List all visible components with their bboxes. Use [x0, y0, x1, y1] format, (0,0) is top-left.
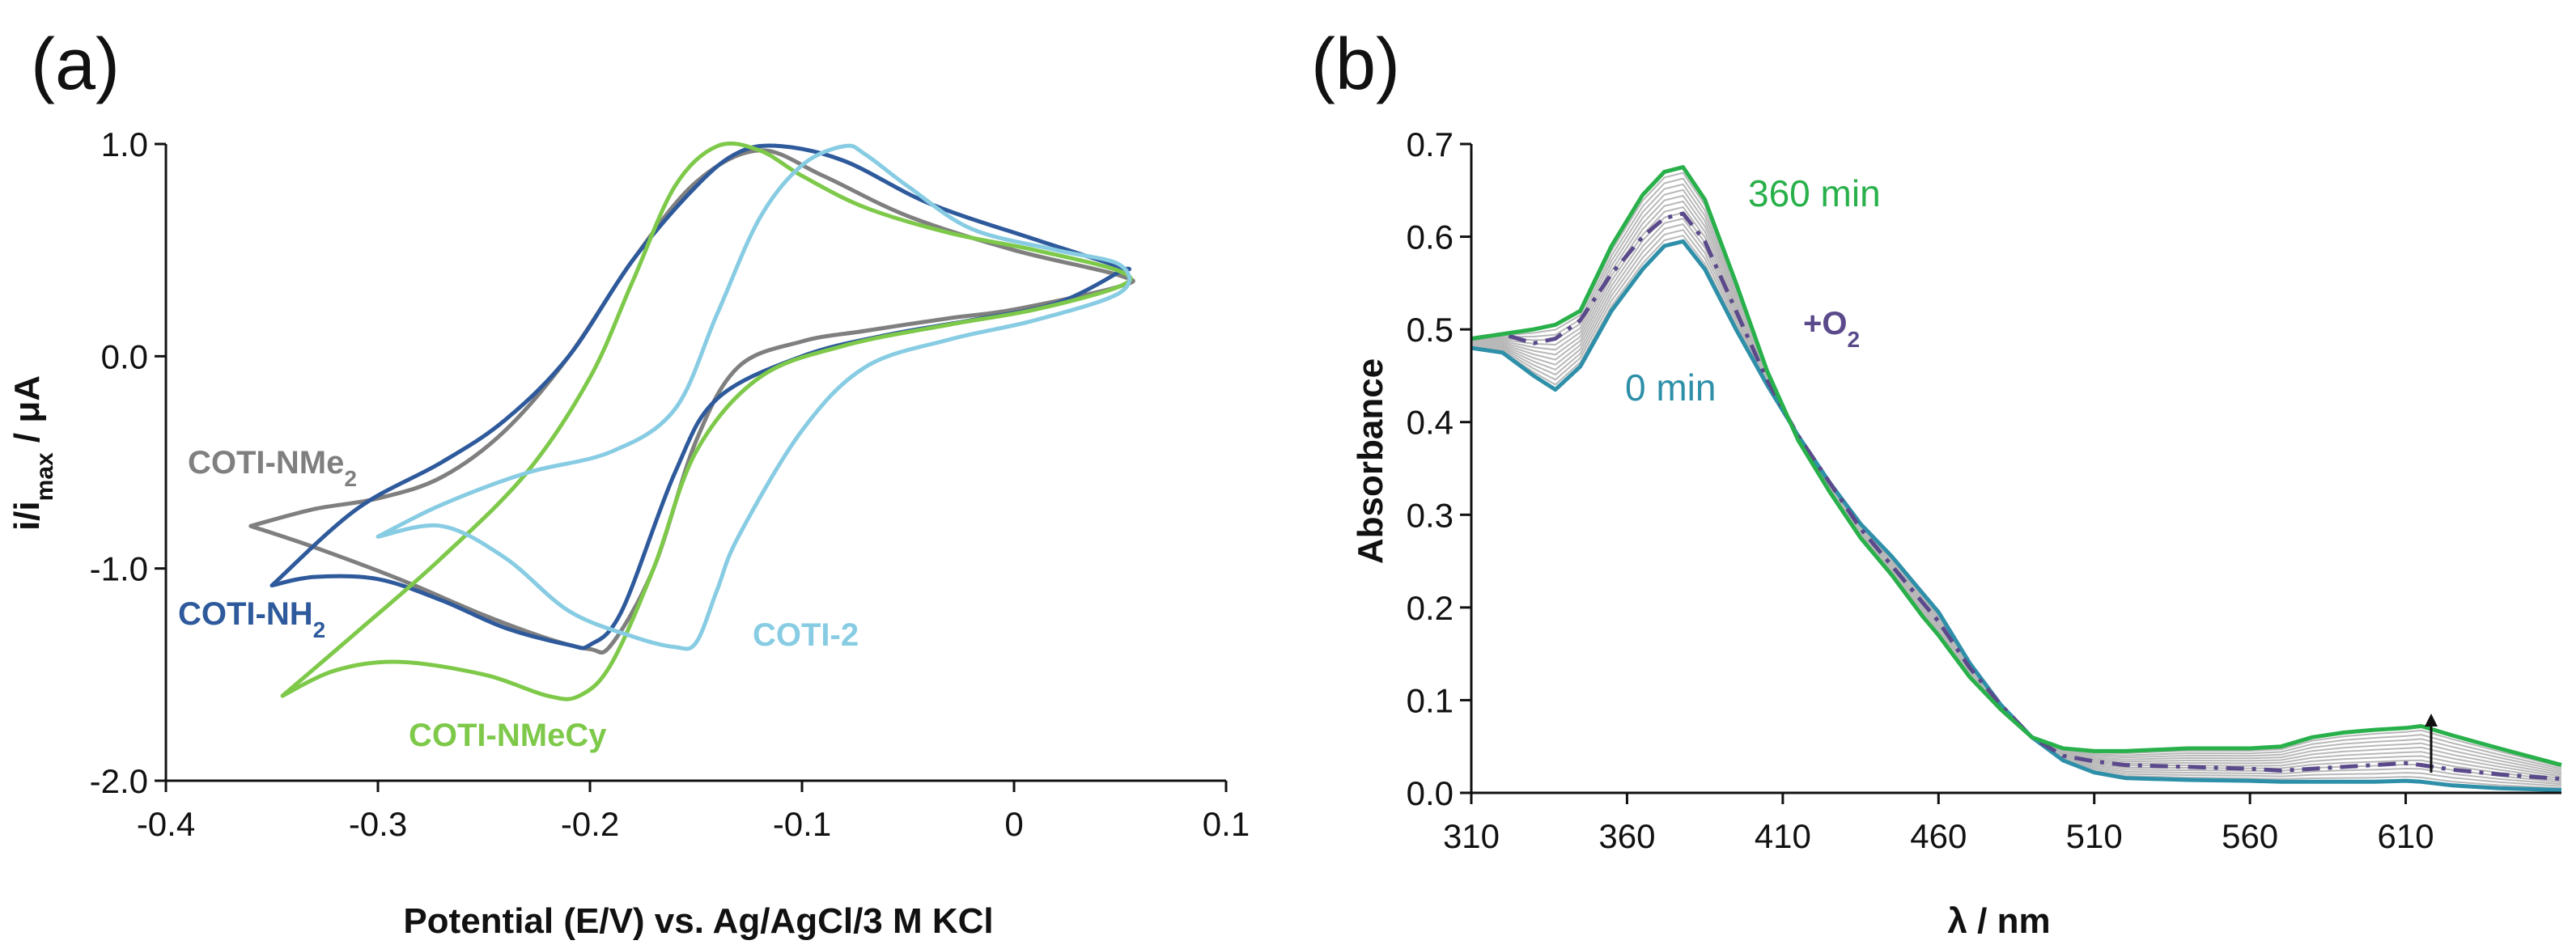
panel-b-x-axis-title: λ / nm — [1947, 901, 2050, 941]
panel-a-y-tick-label: -2.0 — [90, 762, 148, 800]
spectrum-360-min — [1470, 165, 2562, 768]
grey-trace — [1470, 200, 2562, 777]
panel-b-y-tick-label: 0.1 — [1407, 681, 1454, 719]
spectrum-0-min — [1470, 239, 2562, 793]
panel-b-ticks: 310 360 410 460 510 560 610 0.7 0.6 0.5 0.4 0.3 0.2 0… — [1407, 125, 2434, 855]
grey-trace — [1470, 229, 2562, 787]
panel-b-y-axis-title: Absorbance — [1351, 358, 1390, 564]
grey-trace — [1470, 194, 2562, 776]
panel-a-x-tick-label: -0.4 — [137, 805, 195, 843]
grey-trace — [1470, 205, 2562, 780]
panel-b-label: (b) — [1311, 24, 1400, 105]
label-coti-nh2: COTI-NH2 — [178, 596, 325, 642]
panel-b-y-tick-label: 0.3 — [1407, 496, 1454, 534]
panel-b-x-tick-label: 610 — [2378, 817, 2434, 855]
grey-trace — [1470, 177, 2562, 770]
panel-a-x-tick-label: -0.2 — [561, 805, 619, 843]
panel-b-x-tick-label: 460 — [1910, 817, 1967, 855]
panel-b-axes — [1470, 144, 2561, 794]
cv-curve-coti-nh2 — [269, 143, 1131, 650]
panel-a: (a) -0.4 -0.3 -0.2 -0.1 0 0.1 1.0 0.0 -1.0 -2.0 P… — [7, 24, 1250, 941]
growth-arrow-head — [2425, 714, 2438, 727]
panel-b-x-tick-label: 360 — [1598, 817, 1655, 855]
panel-b-curves — [1470, 165, 2562, 793]
grey-trace — [1470, 183, 2562, 772]
panel-b-y-tick-label: 0.7 — [1407, 125, 1454, 163]
label-360-min: 360 min — [1748, 172, 1881, 214]
panel-a-x-tick-label: -0.1 — [773, 805, 831, 843]
panel-b-y-tick-label: 0.4 — [1407, 404, 1454, 442]
panel-b-y-tick-label: 0.5 — [1407, 311, 1454, 349]
panel-a-y-tick-label: 0.0 — [101, 337, 148, 375]
label-coti-nme2: COTI-NMe2 — [188, 445, 357, 491]
panel-a-y-axis-title: i/imax / μA — [7, 375, 58, 531]
grey-trace — [1470, 222, 2562, 786]
label-plus-o2: +O2 — [1803, 306, 1860, 352]
panel-a-ticks: -0.4 -0.3 -0.2 -0.1 0 0.1 1.0 0.0 -1.0 -2.0 — [90, 125, 1250, 843]
grey-trace — [1470, 211, 2562, 782]
panel-b-y-tick-label: 0.6 — [1407, 218, 1454, 256]
label-coti-nmecy: COTI-NMeCy — [409, 718, 607, 753]
panel-b-y-tick-label: 0.2 — [1407, 589, 1454, 627]
cv-curve-coti-nme2 — [248, 148, 1135, 655]
panel-b-x-tick-label: 410 — [1755, 817, 1811, 855]
grey-trace — [1470, 217, 2562, 783]
panel-b-x-tick-label: 560 — [2222, 817, 2278, 855]
spectrum-o2 — [1470, 211, 2562, 782]
panel-a-y-tick-label: -1.0 — [90, 550, 148, 588]
panel-b-x-tick-label: 310 — [1443, 817, 1500, 855]
panel-a-x-axis-title: Potential (E/V) vs. Ag/AgCl/3 M KCl — [403, 901, 993, 941]
grey-trace — [1470, 189, 2562, 774]
panel-b-y-tick-label: 0.0 — [1407, 774, 1454, 812]
panel-a-x-tick-label: 0 — [1004, 805, 1023, 843]
panel-a-curves — [248, 141, 1135, 701]
panel-b: (b) 310 360 410 460 510 560 610 0.7 0.6 0.5 0.4 0.3… — [1311, 24, 2562, 941]
panel-a-x-tick-label: -0.3 — [349, 805, 407, 843]
panel-a-x-tick-label: 0.1 — [1203, 805, 1250, 843]
grey-trace — [1470, 235, 2562, 790]
panel-b-x-tick-label: 510 — [2066, 817, 2123, 855]
panel-a-label: (a) — [31, 24, 120, 105]
label-0-min: 0 min — [1625, 366, 1716, 409]
label-coti-2: COTI-2 — [753, 617, 859, 653]
panel-a-y-tick-label: 1.0 — [101, 125, 148, 163]
panel-b-grey-traces — [1470, 172, 2562, 790]
panel-a-axes — [164, 144, 1226, 782]
cv-curve-coti-2 — [376, 143, 1131, 651]
growth-arrow — [2425, 714, 2438, 773]
